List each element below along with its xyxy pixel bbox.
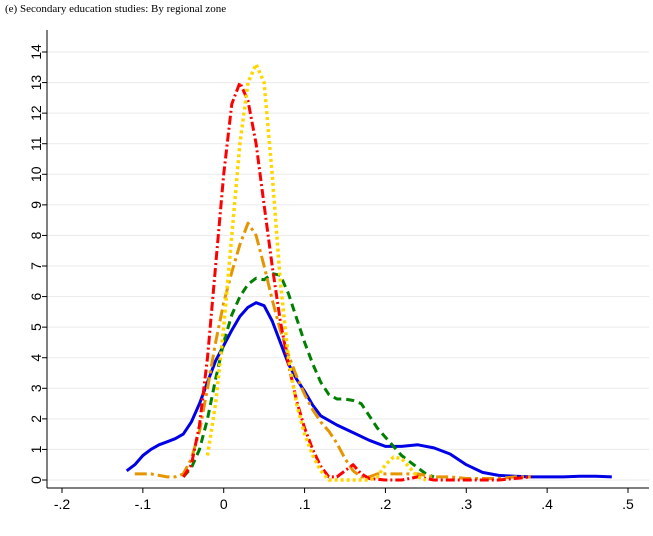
y-tick-label: 0 (28, 476, 44, 484)
density-series-line (205, 62, 427, 482)
y-tick-label: 7 (28, 262, 44, 270)
y-tick-label: 9 (28, 201, 44, 209)
x-tick-label: .4 (541, 496, 553, 512)
y-tick-label: 12 (28, 105, 44, 121)
y-tick-label: 6 (28, 292, 44, 300)
density-series-line (182, 81, 532, 482)
y-tick-label: 3 (28, 384, 44, 392)
y-tick-label: 5 (28, 323, 44, 331)
x-tick-label: -.1 (135, 496, 152, 512)
density-series-line (125, 301, 612, 479)
x-tick-label: -.2 (54, 496, 71, 512)
series-lines (125, 62, 612, 482)
x-tick-label: .2 (380, 496, 392, 512)
y-tick-label: 13 (28, 75, 44, 91)
x-tick-label: .5 (622, 496, 634, 512)
chart-title: (e) Secondary education studies: By regi… (5, 3, 227, 15)
y-tick-label: 4 (28, 354, 44, 362)
y-tick-label: 8 (28, 231, 44, 239)
density-series-line (134, 221, 531, 480)
density-series-line (182, 272, 435, 479)
y-tick-label: 10 (28, 166, 44, 182)
y-tick-label: 14 (28, 44, 44, 60)
y-tick-label: 1 (28, 445, 44, 453)
x-tick-label: 0 (220, 496, 228, 512)
y-tick-label: 2 (28, 415, 44, 423)
x-tick-label: .3 (460, 496, 472, 512)
plot-region (47, 30, 649, 488)
x-tick-label: .1 (299, 496, 311, 512)
y-tick-label: 11 (28, 136, 44, 151)
